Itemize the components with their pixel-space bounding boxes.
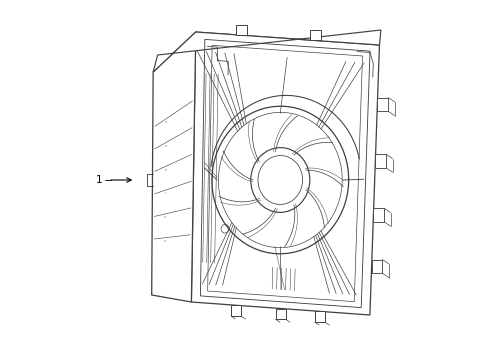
Polygon shape [371,260,382,273]
Text: 1: 1 [96,175,102,185]
Polygon shape [275,309,286,319]
Polygon shape [373,208,384,222]
Polygon shape [192,32,379,315]
Polygon shape [315,311,325,322]
Polygon shape [375,154,386,168]
Polygon shape [231,305,241,316]
Polygon shape [153,30,381,72]
Polygon shape [377,98,388,111]
Polygon shape [236,25,247,35]
Polygon shape [152,32,196,302]
Polygon shape [310,30,320,40]
